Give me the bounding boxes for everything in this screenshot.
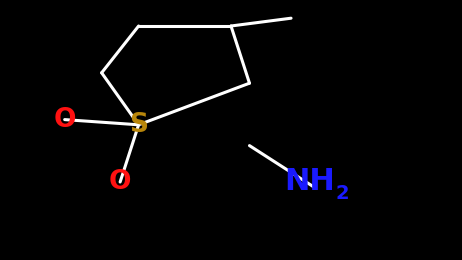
- Text: O: O: [54, 107, 76, 133]
- Text: S: S: [129, 112, 148, 138]
- Text: NH: NH: [284, 167, 335, 197]
- Text: 2: 2: [336, 184, 350, 203]
- Text: O: O: [109, 169, 131, 195]
